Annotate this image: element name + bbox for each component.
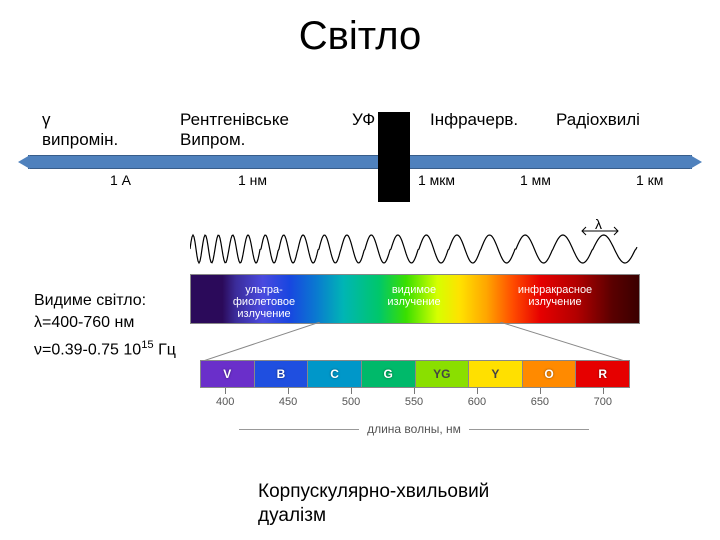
projection-lines-icon bbox=[200, 322, 628, 362]
page-title: Світло bbox=[0, 14, 720, 59]
tick bbox=[603, 388, 604, 394]
wave-icon bbox=[190, 230, 638, 268]
spectrum-region-label: УФ bbox=[352, 110, 382, 130]
visible-light-marker bbox=[378, 112, 410, 202]
spectrum-axis bbox=[28, 155, 692, 169]
color-segment: O bbox=[523, 361, 577, 387]
color-segment: C bbox=[308, 361, 362, 387]
color-segment: R bbox=[576, 361, 629, 387]
axis-arrow-left-icon bbox=[18, 155, 30, 169]
slide: Світло Видиме світло: λ=400-760 нм ν=0.3… bbox=[0, 0, 720, 540]
tick bbox=[288, 388, 289, 394]
axis-unit-label: 1 А bbox=[110, 172, 131, 188]
color-segment: Y bbox=[469, 361, 523, 387]
tick bbox=[414, 388, 415, 394]
scale-caption: длина волны, нм bbox=[190, 422, 638, 436]
spectrum-region-label: Радіохвилі bbox=[556, 110, 676, 130]
axis-unit-label: 1 мм bbox=[520, 172, 551, 188]
info-line: ν=0.39-0.75 1015 Гц bbox=[34, 334, 176, 361]
info-line: Видиме світло: bbox=[34, 290, 176, 312]
band-label: ультра-фиолетовоеизлучение bbox=[206, 284, 322, 320]
tick-label: 550 bbox=[405, 396, 423, 408]
color-segment: YG bbox=[416, 361, 470, 387]
lambda-extent-icon bbox=[578, 226, 622, 236]
color-scale: VBCGYGYOR bbox=[200, 360, 630, 388]
color-segment: V bbox=[201, 361, 255, 387]
dualism-text: Корпускулярно-хвильовийдуалізм bbox=[258, 480, 489, 528]
axis-arrow-right-icon bbox=[690, 155, 702, 169]
tick-label: 650 bbox=[531, 396, 549, 408]
tick bbox=[540, 388, 541, 394]
spectrum-region-label: РентгенівськеВипром. bbox=[180, 110, 330, 150]
spectrum-region-label: Інфрачерв. bbox=[430, 110, 540, 130]
tick-label: 600 bbox=[468, 396, 486, 408]
spectrum-region-label: γвипромін. bbox=[42, 110, 152, 150]
tick-label: 500 bbox=[342, 396, 360, 408]
axis-unit-label: 1 нм bbox=[238, 172, 267, 188]
axis-unit-label: 1 км bbox=[636, 172, 663, 188]
tick bbox=[225, 388, 226, 394]
color-segment: G bbox=[362, 361, 416, 387]
tick-label: 400 bbox=[216, 396, 234, 408]
axis-unit-label: 1 мкм bbox=[418, 172, 455, 188]
wavelength-ticks: 400 450 500 550 600 650 700 bbox=[200, 388, 628, 416]
color-segment: B bbox=[255, 361, 309, 387]
tick bbox=[477, 388, 478, 394]
visible-light-info: Видиме світло: λ=400-760 нм ν=0.39-0.75 … bbox=[34, 290, 176, 361]
tick-label: 700 bbox=[594, 396, 612, 408]
band-label: инфракрасноеизлучение bbox=[490, 284, 620, 308]
band-label: видимоеизлучение bbox=[364, 284, 464, 308]
tick-label: 450 bbox=[279, 396, 297, 408]
visible-spectrum-diagram: λ VBCGYGYOR 400450500550600650700 длина … bbox=[190, 230, 638, 470]
info-line: λ=400-760 нм bbox=[34, 312, 176, 334]
tick bbox=[351, 388, 352, 394]
